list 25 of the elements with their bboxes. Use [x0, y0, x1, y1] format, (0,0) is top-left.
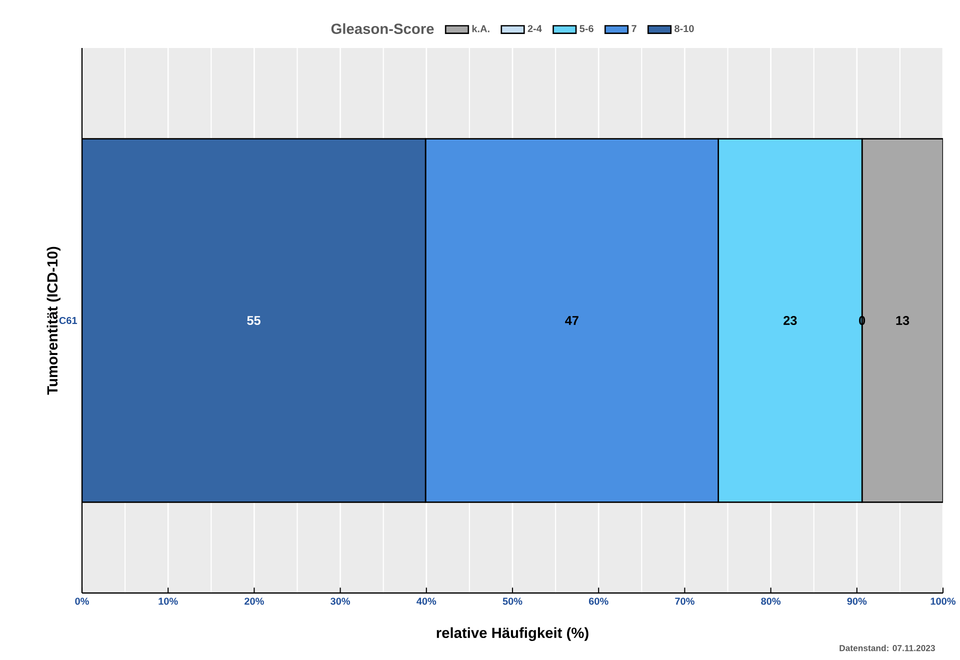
annotation: 55 — [247, 316, 260, 325]
x-tick-label: 90% — [847, 598, 867, 605]
x-axis-title: relative Häufigkeit (%) — [436, 627, 588, 642]
x-tick-label: 100% — [930, 598, 956, 605]
legend-label: 5-6 — [580, 25, 594, 32]
legend-label: k.A. — [472, 24, 490, 32]
legend-title: Gleason-Score — [331, 23, 434, 34]
x-tick-label: 10% — [158, 598, 178, 605]
y-tick-label: C61 — [59, 316, 78, 324]
x-tick-label: 20% — [244, 598, 264, 605]
legend-label: 7 — [632, 25, 636, 32]
x-tick-label: 70% — [675, 598, 694, 605]
x-tick-label: 30% — [330, 598, 350, 605]
x-tick-label: 50% — [502, 598, 522, 605]
x-tick-label: 80% — [761, 598, 781, 605]
annotation: 13 — [896, 316, 910, 325]
annotation: 47 — [565, 316, 578, 325]
x-tick-label: 0% — [75, 598, 89, 605]
y-axis-title: Tumorentität (ICD-10) — [46, 246, 60, 395]
annotation: 23 — [784, 316, 797, 325]
legend-label: 8-10 — [674, 25, 694, 32]
x-tick-label: 60% — [588, 598, 608, 605]
text: Datenstand: 07.11.2023 — [840, 644, 935, 652]
legend-label: 2-4 — [528, 25, 542, 32]
x-tick-label: 40% — [416, 598, 436, 605]
